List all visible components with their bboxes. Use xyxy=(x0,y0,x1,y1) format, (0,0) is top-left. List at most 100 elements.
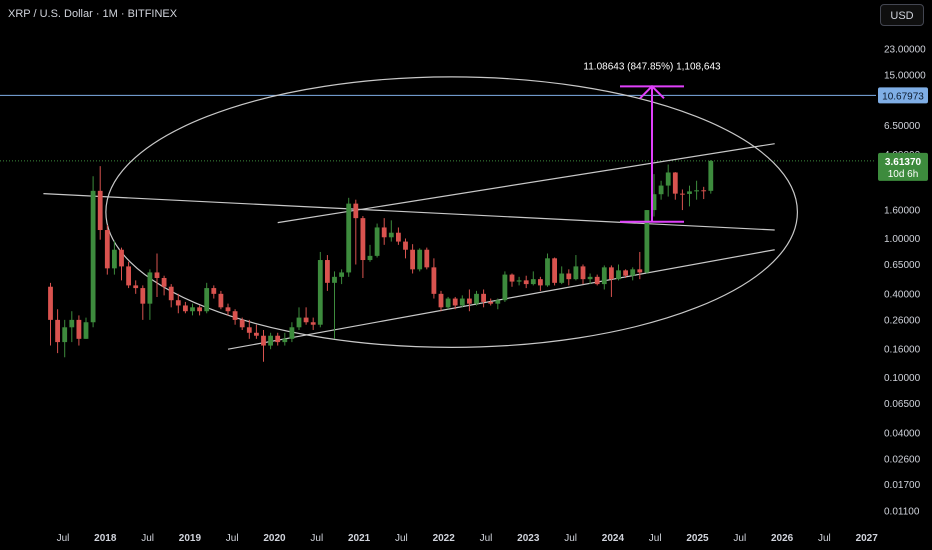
candle[interactable] xyxy=(644,210,650,273)
candle[interactable] xyxy=(609,267,614,280)
candle[interactable] xyxy=(481,293,486,302)
candle[interactable] xyxy=(502,274,508,301)
candle[interactable] xyxy=(268,335,273,346)
candle[interactable] xyxy=(282,338,288,343)
candle[interactable] xyxy=(587,276,593,280)
candle[interactable] xyxy=(388,232,394,238)
candle[interactable] xyxy=(665,172,671,186)
candle[interactable] xyxy=(310,322,316,325)
candle[interactable] xyxy=(296,317,302,328)
candle[interactable] xyxy=(140,288,146,304)
candle[interactable] xyxy=(339,272,344,277)
candle[interactable] xyxy=(147,272,153,304)
candle[interactable] xyxy=(580,266,586,280)
candle[interactable] xyxy=(83,322,89,339)
candle[interactable] xyxy=(410,249,415,270)
candle[interactable] xyxy=(530,279,536,285)
candle[interactable] xyxy=(523,280,529,285)
candle[interactable] xyxy=(48,286,53,320)
ellipse-drawing[interactable] xyxy=(105,76,799,348)
candle[interactable] xyxy=(218,293,224,308)
candle[interactable] xyxy=(545,258,550,286)
candle[interactable] xyxy=(346,203,352,273)
candle[interactable] xyxy=(708,160,714,191)
candle[interactable] xyxy=(495,300,501,304)
candle[interactable] xyxy=(601,267,607,285)
candle[interactable] xyxy=(76,319,82,339)
candle[interactable] xyxy=(126,266,131,286)
candle[interactable] xyxy=(694,190,699,192)
candle[interactable] xyxy=(573,266,579,280)
candle[interactable] xyxy=(459,298,465,306)
candle[interactable] xyxy=(623,270,628,276)
candle[interactable] xyxy=(190,307,195,312)
candle[interactable] xyxy=(509,274,515,282)
candle[interactable] xyxy=(651,194,657,211)
descending-resistance-trendline[interactable] xyxy=(43,193,775,231)
candle[interactable] xyxy=(204,288,210,312)
candle[interactable] xyxy=(261,335,266,346)
candle[interactable] xyxy=(360,218,366,261)
candle[interactable] xyxy=(154,272,160,278)
candle[interactable] xyxy=(332,276,337,283)
candle[interactable] xyxy=(183,305,188,312)
candle[interactable] xyxy=(630,269,636,276)
candle[interactable] xyxy=(672,172,678,194)
candle[interactable] xyxy=(516,280,522,282)
price-axis[interactable]: 23.0000015.000006.500004.000002.800001.6… xyxy=(878,45,928,518)
candle[interactable] xyxy=(658,185,664,195)
candle[interactable] xyxy=(254,332,259,336)
candle[interactable] xyxy=(197,307,202,312)
candle[interactable] xyxy=(687,191,692,194)
candle[interactable] xyxy=(246,327,252,333)
candle[interactable] xyxy=(488,301,494,304)
candle[interactable] xyxy=(161,277,167,287)
candle[interactable] xyxy=(396,232,401,242)
candle[interactable] xyxy=(175,300,181,306)
candle[interactable] xyxy=(445,298,451,308)
candle[interactable] xyxy=(168,286,174,301)
candle[interactable] xyxy=(119,249,124,267)
candle[interactable] xyxy=(317,260,323,325)
candle[interactable] xyxy=(566,273,572,280)
candle[interactable] xyxy=(431,267,437,294)
candle[interactable] xyxy=(303,317,309,323)
candle[interactable] xyxy=(538,279,543,286)
candle[interactable] xyxy=(90,190,96,323)
candle[interactable] xyxy=(438,293,444,308)
candle[interactable] xyxy=(289,327,295,339)
candle[interactable] xyxy=(474,293,479,304)
candle[interactable] xyxy=(403,241,408,250)
candle[interactable] xyxy=(325,260,330,283)
candle[interactable] xyxy=(594,276,600,285)
candle[interactable] xyxy=(97,190,103,231)
candle[interactable] xyxy=(232,311,238,320)
candle[interactable] xyxy=(559,273,565,283)
upper-channel-trendline[interactable] xyxy=(277,143,775,224)
candle[interactable] xyxy=(55,319,60,343)
plot-area[interactable]: 11.08643 (847.85%) 1,108,643 xyxy=(0,61,876,362)
time-axis[interactable]: Jul 2018 Jul 2019 Jul 2020 Jul 2021 Jul 2022 Jul 20… xyxy=(57,533,879,544)
candle[interactable] xyxy=(112,249,117,269)
candle[interactable] xyxy=(225,307,231,312)
candle[interactable] xyxy=(701,190,707,192)
candle[interactable] xyxy=(62,327,68,343)
candle[interactable] xyxy=(381,227,387,238)
candle[interactable] xyxy=(211,288,217,294)
candle[interactable] xyxy=(374,227,380,256)
candle[interactable] xyxy=(69,319,75,328)
candle[interactable] xyxy=(467,298,472,304)
candle[interactable] xyxy=(552,258,557,283)
candle[interactable] xyxy=(275,335,281,343)
candle[interactable] xyxy=(133,285,139,289)
candle[interactable] xyxy=(104,230,110,269)
candle[interactable] xyxy=(367,255,373,261)
candle[interactable] xyxy=(239,319,245,328)
candle[interactable] xyxy=(680,193,685,195)
lower-channel-trendline[interactable] xyxy=(227,249,775,350)
candle[interactable] xyxy=(353,203,359,219)
candle[interactable] xyxy=(424,249,430,268)
candle[interactable] xyxy=(616,270,621,280)
candle[interactable] xyxy=(637,269,643,273)
